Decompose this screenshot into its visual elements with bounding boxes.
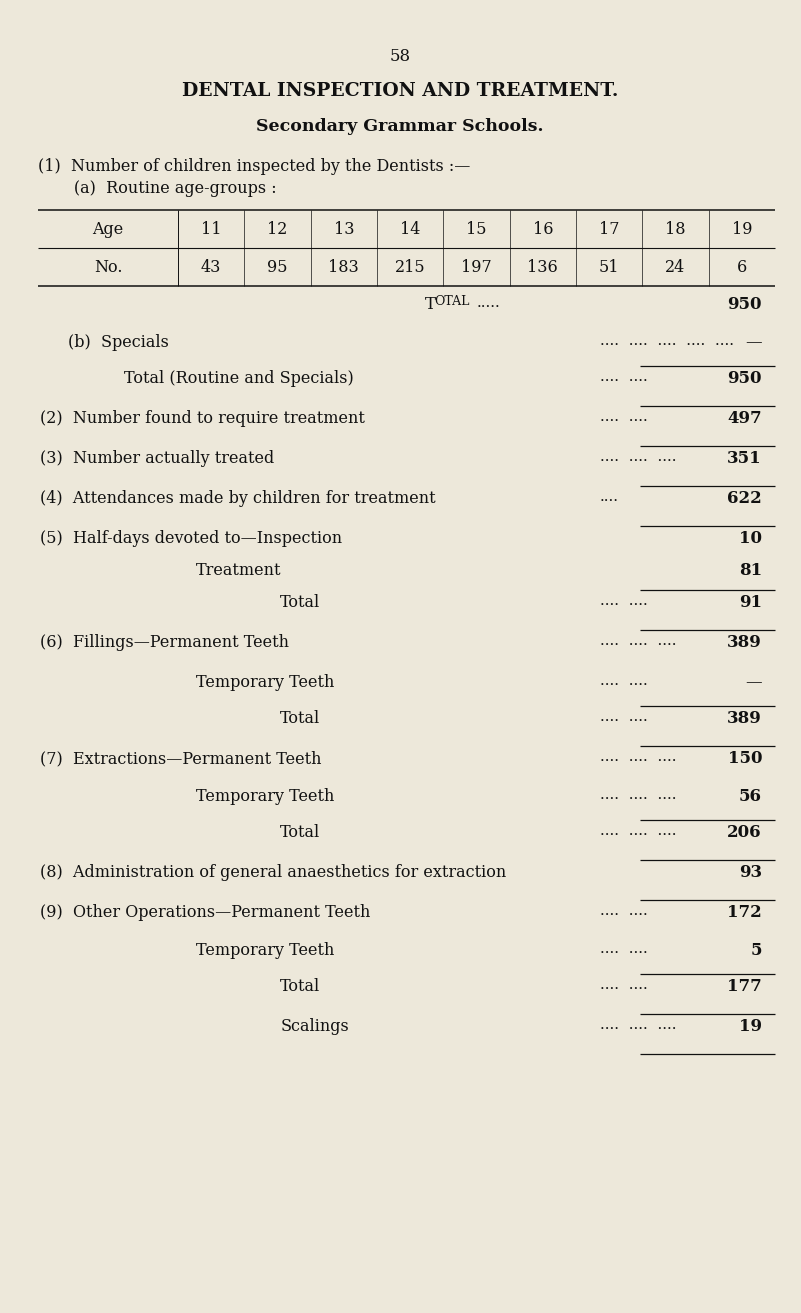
Text: ....  ....: .... ....: [600, 978, 648, 993]
Text: 389: 389: [727, 634, 762, 651]
Text: .....: .....: [477, 295, 501, 310]
Text: 497: 497: [727, 410, 762, 427]
Text: 14: 14: [400, 221, 421, 238]
Text: 51: 51: [599, 259, 619, 276]
Text: 11: 11: [201, 221, 221, 238]
Text: Temporary Teeth: Temporary Teeth: [196, 788, 335, 805]
Text: ....  ....: .... ....: [600, 674, 648, 688]
Text: Temporary Teeth: Temporary Teeth: [196, 674, 335, 691]
Text: 12: 12: [268, 221, 288, 238]
Text: Secondary Grammar Schools.: Secondary Grammar Schools.: [256, 118, 544, 135]
Text: (2)  Number found to require treatment: (2) Number found to require treatment: [40, 410, 365, 427]
Text: 136: 136: [527, 259, 558, 276]
Text: 56: 56: [739, 788, 762, 805]
Text: 19: 19: [739, 1018, 762, 1035]
Text: ....  ....: .... ....: [600, 710, 648, 723]
Text: 5: 5: [751, 941, 762, 958]
Text: Age: Age: [92, 221, 123, 238]
Text: 43: 43: [201, 259, 221, 276]
Text: Scalings: Scalings: [280, 1018, 349, 1035]
Text: 6: 6: [737, 259, 747, 276]
Text: 177: 177: [727, 978, 762, 995]
Text: —: —: [746, 334, 762, 351]
Text: Total: Total: [280, 593, 320, 611]
Text: (b)  Specials: (b) Specials: [68, 334, 169, 351]
Text: Total: Total: [280, 978, 320, 995]
Text: ....  ....  ....: .... .... ....: [600, 825, 677, 838]
Text: 389: 389: [727, 710, 762, 727]
Text: 950: 950: [727, 370, 762, 387]
Text: ....  ....: .... ....: [600, 370, 648, 383]
Text: (9)  Other Operations—Permanent Teeth: (9) Other Operations—Permanent Teeth: [40, 903, 370, 920]
Text: 950: 950: [727, 295, 762, 312]
Text: ....  ....: .... ....: [600, 410, 648, 424]
Text: Total: Total: [280, 710, 320, 727]
Text: 10: 10: [739, 530, 762, 548]
Text: Temporary Teeth: Temporary Teeth: [196, 941, 335, 958]
Text: No.: No.: [94, 259, 123, 276]
Text: ....: ....: [600, 490, 619, 504]
Text: 93: 93: [739, 864, 762, 881]
Text: 172: 172: [727, 903, 762, 920]
Text: 16: 16: [533, 221, 553, 238]
Text: ....  ....: .... ....: [600, 903, 648, 918]
Text: (8)  Administration of general anaesthetics for extraction: (8) Administration of general anaestheti…: [40, 864, 506, 881]
Text: 81: 81: [739, 562, 762, 579]
Text: 197: 197: [461, 259, 492, 276]
Text: (6)  Fillings—Permanent Teeth: (6) Fillings—Permanent Teeth: [40, 634, 289, 651]
Text: (a)  Routine age-groups :: (a) Routine age-groups :: [38, 180, 276, 197]
Text: 24: 24: [666, 259, 686, 276]
Text: 13: 13: [333, 221, 354, 238]
Text: ....  ....  ....: .... .... ....: [600, 750, 677, 764]
Text: DENTAL INSPECTION AND TREATMENT.: DENTAL INSPECTION AND TREATMENT.: [182, 81, 618, 100]
Text: Total (Routine and Specials): Total (Routine and Specials): [124, 370, 354, 387]
Text: 15: 15: [466, 221, 487, 238]
Text: 215: 215: [395, 259, 425, 276]
Text: (5)  Half-days devoted to—Inspection: (5) Half-days devoted to—Inspection: [40, 530, 342, 548]
Text: 19: 19: [731, 221, 752, 238]
Text: Treatment: Treatment: [196, 562, 282, 579]
Text: ....  ....  ....: .... .... ....: [600, 1018, 677, 1032]
Text: —: —: [746, 674, 762, 691]
Text: ....  ....: .... ....: [600, 593, 648, 608]
Text: ....  ....  ....  ....  ....: .... .... .... .... ....: [600, 334, 734, 348]
Text: 17: 17: [599, 221, 619, 238]
Text: 91: 91: [739, 593, 762, 611]
Text: 351: 351: [727, 450, 762, 467]
Text: (7)  Extractions—Permanent Teeth: (7) Extractions—Permanent Teeth: [40, 750, 321, 767]
Text: (4)  Attendances made by children for treatment: (4) Attendances made by children for tre…: [40, 490, 436, 507]
Text: 18: 18: [666, 221, 686, 238]
Text: 150: 150: [727, 750, 762, 767]
Text: ....  ....: .... ....: [600, 941, 648, 956]
Text: ....  ....  ....: .... .... ....: [600, 788, 677, 802]
Text: OTAL: OTAL: [434, 295, 470, 309]
Text: ....  ....  ....: .... .... ....: [600, 450, 677, 463]
Text: 95: 95: [268, 259, 288, 276]
Text: (3)  Number actually treated: (3) Number actually treated: [40, 450, 274, 467]
Text: 58: 58: [389, 49, 411, 66]
Text: 206: 206: [727, 825, 762, 842]
Text: (1)  Number of children inspected by the Dentists :—: (1) Number of children inspected by the …: [38, 158, 470, 175]
Text: 183: 183: [328, 259, 359, 276]
Text: 622: 622: [727, 490, 762, 507]
Text: T: T: [425, 295, 436, 312]
Text: Total: Total: [280, 825, 320, 842]
Text: ....  ....  ....: .... .... ....: [600, 634, 677, 649]
